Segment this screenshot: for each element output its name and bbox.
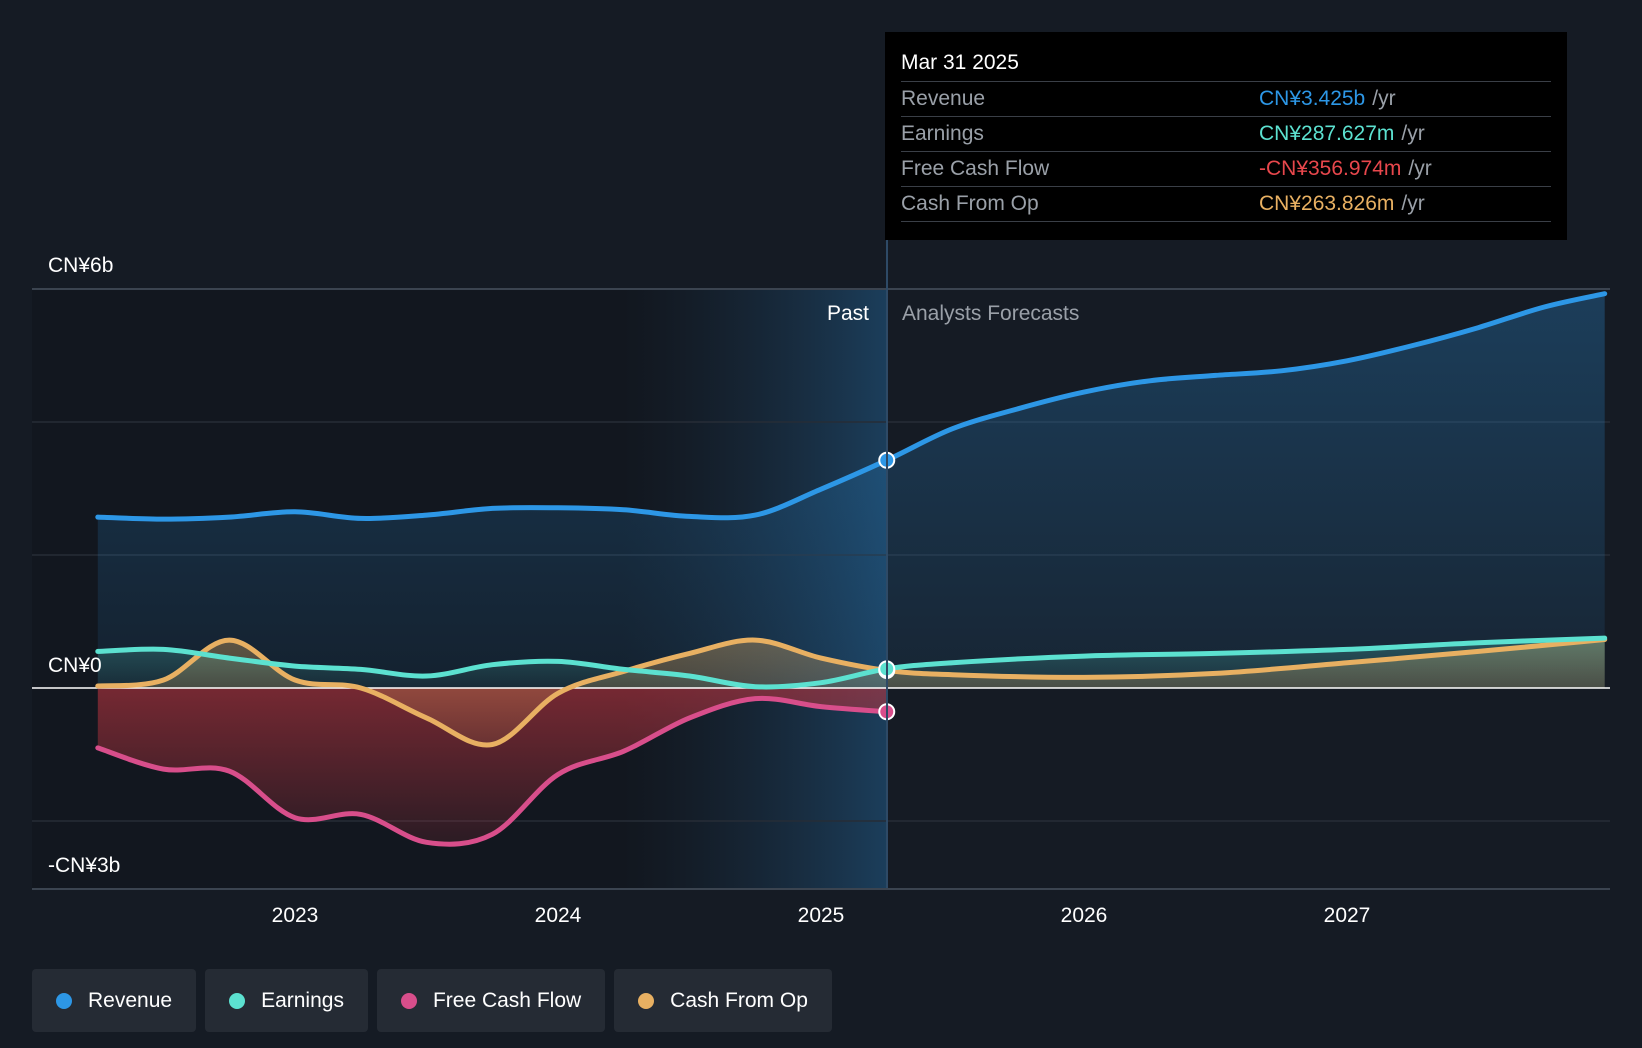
- legend-item-earnings[interactable]: Earnings: [205, 969, 368, 1032]
- free-cash-flow-line: [95, 695, 890, 847]
- x-tick-2024: 2024: [535, 904, 582, 927]
- legend-label: Free Cash Flow: [432, 988, 582, 1012]
- tooltip-unit: /yr: [1408, 157, 1432, 180]
- tooltip-row-free-cash-flow: Free Cash Flow -CN¥356.974m /yr: [901, 151, 1551, 186]
- revenue-area: [97, 293, 1605, 688]
- revenue-line: [95, 291, 1608, 522]
- series-areas: [97, 293, 1605, 845]
- cash-from-op-line: [95, 637, 1608, 748]
- hover-tooltip: Mar 31 2025 Revenue CN¥3.425b /yr Earnin…: [885, 32, 1567, 240]
- tooltip-date: Mar 31 2025: [901, 51, 1019, 74]
- legend-item-cash-from-op[interactable]: Cash From Op: [614, 969, 832, 1032]
- legend-label: Cash From Op: [670, 988, 808, 1012]
- legend-item-free-cash-flow[interactable]: Free Cash Flow: [376, 969, 606, 1032]
- tooltip-label: Earnings: [901, 122, 984, 145]
- y-label-zero: CN¥0: [48, 654, 102, 677]
- y-label-bottom: -CN¥3b: [48, 854, 120, 877]
- tooltip-unit: /yr: [1401, 122, 1425, 145]
- x-tick-2027: 2027: [1324, 904, 1371, 927]
- x-tick-2023: 2023: [272, 904, 319, 927]
- earnings-line: [95, 635, 1608, 690]
- tooltip-row-earnings: Earnings CN¥287.627m /yr: [901, 116, 1551, 151]
- legend-dot-icon: [56, 992, 72, 1009]
- legend-label: Revenue: [88, 988, 173, 1012]
- legend-dot-icon: [229, 992, 246, 1009]
- forecast-label: Analysts Forecasts: [902, 302, 1079, 325]
- cash-from-op-area: [97, 639, 1605, 746]
- legend-dot-icon: [638, 992, 655, 1009]
- tooltip-unit: /yr: [1401, 192, 1425, 215]
- y-label-top: CN¥6b: [48, 254, 113, 277]
- series-lines: [32, 291, 1610, 847]
- x-tick-2025: 2025: [798, 904, 845, 927]
- earnings-area: [97, 638, 1605, 688]
- free-cash-flow-area: [97, 688, 887, 845]
- tooltip-value: -CN¥356.974m: [1259, 157, 1402, 180]
- tooltip-row-revenue: Revenue CN¥3.425b /yr: [901, 81, 1551, 116]
- x-tick-2026: 2026: [1061, 904, 1108, 927]
- past-label: Past: [827, 302, 869, 325]
- tooltip-label: Revenue: [901, 87, 986, 110]
- tooltip-value: CN¥287.627m: [1259, 122, 1395, 145]
- tooltip-label: Free Cash Flow: [901, 157, 1050, 180]
- tooltip-row-cash-from-op: Cash From Op CN¥263.826m /yr: [901, 186, 1551, 222]
- legend-item-revenue[interactable]: Revenue: [32, 969, 197, 1032]
- legend-label: Earnings: [261, 988, 344, 1012]
- tooltip-unit: /yr: [1372, 87, 1396, 110]
- tooltip-value: CN¥3.425b: [1259, 87, 1366, 110]
- legend-dot-icon: [400, 992, 417, 1009]
- chart-legend: Revenue Earnings Free Cash Flow Cash Fro…: [32, 969, 832, 1032]
- tooltip-value: CN¥263.826m: [1259, 192, 1395, 215]
- tooltip-label: Cash From Op: [901, 192, 1039, 215]
